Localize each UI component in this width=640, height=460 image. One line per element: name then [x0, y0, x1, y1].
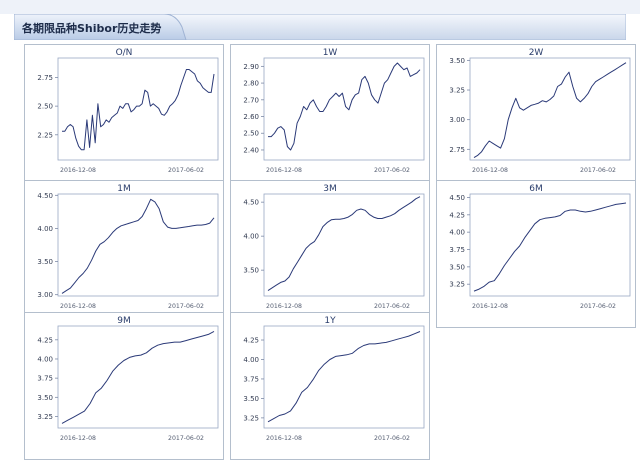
chart-title: 2W — [529, 48, 544, 58]
y-tick-label: 3.50 — [449, 57, 465, 65]
y-tick-label: 3.75 — [243, 375, 259, 383]
y-tick-label: 3.75 — [37, 375, 53, 383]
y-tick-label: 3.25 — [449, 281, 465, 289]
y-tick-label: 2.50 — [37, 103, 53, 111]
y-tick-label: 3.50 — [449, 263, 465, 271]
y-tick-label: 3.50 — [37, 394, 53, 402]
chart-9m-svg: 9M 3.25 3.50 3.75 4.00 4.25 2016-12-08 2017-06-… — [24, 312, 224, 460]
series-line — [473, 62, 627, 159]
x-tick-label: 2016-12-08 — [472, 303, 508, 310]
x-tick-label: 2017-06-02 — [168, 167, 204, 174]
x-tick-label: 2016-12-08 — [60, 435, 96, 442]
x-tick-label: 2016-12-08 — [60, 303, 96, 310]
x-tick-label: 2017-06-02 — [580, 167, 616, 174]
y-tick-label: 2.75 — [449, 146, 465, 154]
x-tick-label: 2017-06-02 — [374, 167, 410, 174]
chart-6m: 6M 3.25 3.50 3.75 4.00 4.25 4.50 2016-12-08 2017… — [436, 180, 636, 328]
y-tick-label: 2.80 — [243, 80, 259, 88]
chart-2w: 2W 2.75 3.00 3.25 3.50 2016-12-08 2017-06-02 — [436, 44, 636, 192]
plot-area — [263, 57, 425, 161]
plot-area — [57, 193, 219, 297]
y-tick-label: 3.25 — [37, 413, 53, 421]
top-strip — [0, 0, 640, 14]
chart-9m: 9M 3.25 3.50 3.75 4.00 4.25 2016-12-08 2017-06-… — [24, 312, 224, 460]
y-tick-label: 4.00 — [243, 356, 259, 364]
plot-area — [469, 57, 631, 161]
y-tick-label: 4.25 — [37, 336, 53, 344]
y-tick-label: 3.00 — [37, 291, 53, 299]
chart-title: 9M — [117, 316, 131, 326]
chart-title: 3M — [323, 184, 337, 194]
y-tick-label: 4.50 — [37, 192, 53, 200]
chart-title: 6M — [529, 184, 543, 194]
x-tick-label: 2017-06-02 — [168, 435, 204, 442]
y-tick-label: 4.25 — [243, 337, 259, 345]
page-title: 各期限品种Shibor历史走势 — [22, 22, 162, 35]
chart-1m: 1M 3.00 3.50 4.00 4.50 2016-12-08 2017-06-02 — [24, 180, 224, 328]
chart-1m-svg: 1M 3.00 3.50 4.00 4.50 2016-12-08 2017-06-02 — [24, 180, 224, 328]
series-line — [268, 62, 421, 151]
y-tick-label: 4.50 — [449, 194, 465, 202]
section-header — [14, 14, 626, 40]
chart-title: 1Y — [324, 316, 336, 326]
x-tick-label: 2017-06-02 — [580, 303, 616, 310]
chart-on: O/N 2.25 2.50 2.75 2016-12-08 2017-06-02 — [24, 44, 224, 192]
x-tick-label: 2016-12-08 — [266, 167, 302, 174]
y-tick-label: 3.50 — [243, 267, 259, 275]
chart-3m: 3M 3.50 4.00 4.50 2016-12-08 2017-06-02 — [230, 180, 430, 328]
chart-1w: 1W 2.40 2.50 2.60 2.70 2.80 2.90 2016-12-08 2017… — [230, 44, 430, 192]
y-tick-label: 4.00 — [243, 233, 259, 241]
y-tick-label: 2.60 — [243, 113, 259, 121]
series-line — [267, 196, 421, 292]
x-tick-label: 2016-12-08 — [266, 303, 302, 310]
y-tick-label: 3.00 — [449, 116, 465, 124]
y-tick-label: 2.70 — [243, 96, 259, 104]
series-line — [62, 69, 215, 151]
series-line — [61, 198, 215, 294]
y-tick-label: 2.25 — [37, 131, 53, 139]
x-tick-label: 2017-06-02 — [168, 303, 204, 310]
y-tick-label: 4.00 — [449, 229, 465, 237]
y-tick-label: 2.90 — [243, 63, 259, 71]
y-tick-label: 3.75 — [449, 246, 465, 254]
series-line — [61, 330, 215, 424]
plot-area — [469, 193, 631, 297]
y-tick-label: 4.00 — [37, 225, 53, 233]
chart-on-svg: O/N 2.25 2.50 2.75 2016-12-08 2017-06-02 — [24, 44, 224, 192]
chart-title: 1M — [117, 184, 131, 194]
y-tick-label: 3.50 — [37, 258, 53, 266]
y-tick-label: 2.75 — [37, 74, 53, 82]
y-tick-label: 2.40 — [243, 146, 259, 154]
series-line — [473, 202, 627, 292]
chart-2w-svg: 2W 2.75 3.00 3.25 3.50 2016-12-08 2017-06-02 — [436, 44, 636, 192]
y-tick-label: 3.25 — [243, 414, 259, 422]
x-tick-label: 2016-12-08 — [60, 167, 96, 174]
y-tick-label: 4.50 — [243, 199, 259, 207]
y-tick-label: 2.50 — [243, 130, 259, 138]
x-tick-label: 2017-06-02 — [374, 435, 410, 442]
y-tick-label: 3.25 — [449, 87, 465, 95]
series-line — [267, 331, 421, 423]
x-tick-label: 2016-12-08 — [266, 435, 302, 442]
y-tick-label: 3.50 — [243, 395, 259, 403]
chart-1y: 1Y 3.25 3.50 3.75 4.00 4.25 2016-12-08 2017-06-… — [230, 312, 430, 460]
y-tick-label: 4.25 — [449, 211, 465, 219]
chart-3m-svg: 3M 3.50 4.00 4.50 2016-12-08 2017-06-02 — [230, 180, 430, 328]
chart-1w-svg: 1W 2.40 2.50 2.60 2.70 2.80 2.90 2016-12-08 2017… — [230, 44, 430, 192]
chart-6m-svg: 6M 3.25 3.50 3.75 4.00 4.25 4.50 2016-12-08 2017… — [436, 180, 636, 328]
chart-title: 1W — [323, 48, 338, 58]
chart-title: O/N — [116, 48, 133, 58]
x-tick-label: 2017-06-02 — [374, 303, 410, 310]
chart-1y-svg: 1Y 3.25 3.50 3.75 4.00 4.25 2016-12-08 2017-06-… — [230, 312, 430, 460]
y-tick-label: 4.00 — [37, 355, 53, 363]
x-tick-label: 2016-12-08 — [472, 167, 508, 174]
